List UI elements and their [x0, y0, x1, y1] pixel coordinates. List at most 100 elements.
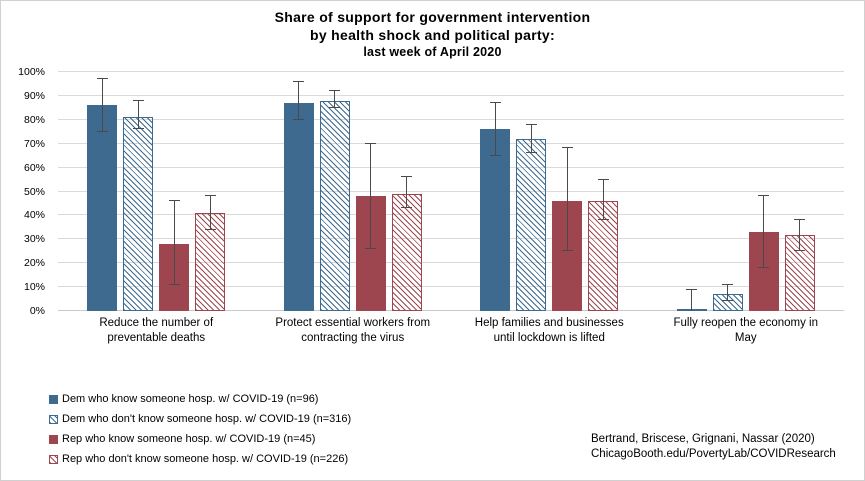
- gridline: [58, 190, 844, 192]
- error-bar-cap: [132, 128, 144, 130]
- chart-title-line-1: Share of support for government interven…: [274, 9, 591, 25]
- legend-label-rep-know: Rep who know someone hosp. w/ COVID-19 (…: [62, 433, 316, 445]
- bar-slot: [355, 72, 386, 311]
- error-bar-cap: [686, 288, 698, 290]
- y-tick-label: 100%: [18, 66, 45, 78]
- error-bar-cap: [96, 78, 108, 80]
- bar-slot: [159, 72, 190, 311]
- error-bar-cap: [561, 147, 573, 149]
- bar-slot: [319, 72, 350, 311]
- error-bar-cap: [401, 176, 413, 178]
- bar-slot: [676, 72, 707, 311]
- bar-groups: [58, 72, 844, 311]
- error-bar-cap: [794, 250, 806, 252]
- legend-label-rep-dont-know: Rep who don't know someone hosp. w/ COVI…: [62, 453, 349, 465]
- legend-row: Dem who know someone hosp. w/ COVID-19 (…: [49, 389, 351, 409]
- legend-marker-rep-know: [49, 434, 58, 444]
- attribution: Bertrand, Briscese, Grignani, Nassar (20…: [591, 432, 836, 462]
- bar: [87, 105, 118, 311]
- error-bar: [494, 103, 496, 156]
- error-bar-cap: [329, 90, 341, 92]
- error-bar-cap: [525, 152, 537, 154]
- bar-slot: [480, 72, 511, 311]
- y-tick-label: 90%: [23, 89, 45, 102]
- error-bar: [406, 177, 408, 209]
- error-bar-cap: [722, 283, 734, 285]
- plot-area: [58, 71, 844, 311]
- legend-marker-dem-know: [49, 394, 58, 404]
- error-bar-cap: [365, 247, 377, 249]
- bar-group: [255, 72, 452, 311]
- gridline: [58, 286, 844, 288]
- gridline: [58, 238, 844, 240]
- y-axis: 0% 10% 20% 30% 40% 50% 60% 70% 80% 90% 100%: [1, 66, 53, 317]
- error-bar-cap: [365, 142, 377, 144]
- error-bar-cap: [168, 283, 180, 285]
- bar-slot: [748, 72, 779, 311]
- error-bar: [763, 196, 765, 268]
- legend-row: Dem who don't know someone hosp. w/ COVI…: [49, 409, 351, 429]
- x-category-label: Protect essential workers from contracti…: [275, 317, 431, 344]
- x-axis-labels: Reduce the number of preventable deaths P…: [58, 316, 844, 345]
- error-bar: [727, 284, 729, 302]
- bar-slot: [123, 72, 154, 311]
- y-tick-label: 0%: [29, 305, 45, 317]
- gridline: [58, 142, 844, 144]
- bar-group: [648, 72, 845, 311]
- y-tick-label: 30%: [23, 233, 45, 246]
- error-bar-cap: [204, 228, 216, 230]
- bar-slot: [712, 72, 743, 311]
- chart-title-line-3: last week of April 2020: [363, 45, 502, 59]
- y-tick-label: 60%: [23, 161, 45, 174]
- error-bar: [334, 91, 336, 108]
- bar: [516, 138, 547, 311]
- error-bar-cap: [489, 102, 501, 104]
- error-bar-cap: [96, 130, 108, 132]
- bar: [123, 117, 154, 311]
- x-category-label: Help families and businesses until lockd…: [474, 317, 624, 344]
- bar-slot: [195, 72, 226, 311]
- gridline: [58, 71, 844, 72]
- bar-slot: [552, 72, 583, 311]
- chart-title-line-2: by health shock and political party:: [310, 27, 555, 43]
- error-bar-cap: [293, 118, 305, 120]
- error-bar-cap: [525, 123, 537, 125]
- bar: [319, 100, 350, 311]
- gridline: [58, 94, 844, 96]
- error-bar: [799, 220, 801, 252]
- attribution-line-2: ChicagoBooth.edu/PovertyLab/COVIDResearc…: [591, 448, 836, 460]
- error-bar-cap: [794, 219, 806, 221]
- gridline: [58, 118, 844, 120]
- chart-title: Share of support for government interven…: [1, 8, 864, 60]
- error-bar: [209, 196, 211, 230]
- legend: Dem who know someone hosp. w/ COVID-19 (…: [49, 389, 351, 469]
- error-bar: [137, 100, 139, 130]
- error-bar-cap: [132, 99, 144, 101]
- gridline: [58, 262, 844, 264]
- error-bar-cap: [758, 266, 770, 268]
- bar-slot: [87, 72, 118, 311]
- error-bar-cap: [561, 250, 573, 252]
- bar-slot: [283, 72, 314, 311]
- bar: [283, 103, 314, 311]
- error-bar-cap: [722, 300, 734, 302]
- legend-row: Rep who don't know someone hosp. w/ COVI…: [49, 449, 351, 469]
- legend-marker-dem-dont-know: [49, 414, 58, 424]
- error-bar-cap: [293, 80, 305, 82]
- error-bar-cap: [204, 195, 216, 197]
- bar-slot: [516, 72, 547, 311]
- error-bar: [298, 81, 300, 120]
- error-bar-cap: [597, 219, 609, 221]
- x-category-label: Fully reopen the economy in May: [673, 317, 818, 344]
- x-category-label: Reduce the number of preventable deaths: [99, 317, 214, 344]
- error-bar: [370, 143, 372, 249]
- bar: [391, 193, 422, 311]
- gridline: [58, 310, 844, 311]
- legend-marker-rep-dont-know: [49, 454, 58, 464]
- gridline: [58, 214, 844, 216]
- legend-row: Rep who know someone hosp. w/ COVID-19 (…: [49, 429, 351, 449]
- y-tick-label: 50%: [23, 185, 45, 198]
- y-tick-label: 40%: [23, 209, 45, 222]
- y-tick-label: 80%: [23, 113, 45, 126]
